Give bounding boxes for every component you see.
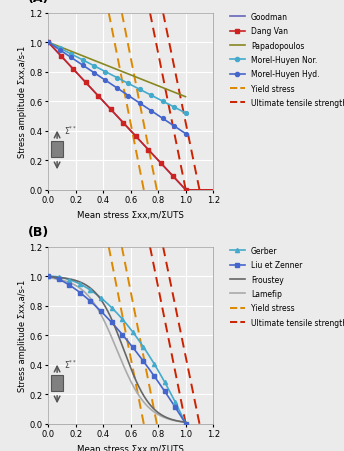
X-axis label: Mean stress Σxx,m/ΣUTS: Mean stress Σxx,m/ΣUTS	[77, 444, 184, 451]
Bar	[51, 375, 63, 391]
Text: $\Sigma^{**}$: $\Sigma^{**}$	[64, 358, 77, 370]
Text: $\Sigma^{**}$: $\Sigma^{**}$	[64, 124, 77, 136]
Text: (A): (A)	[28, 0, 50, 5]
Bar	[51, 142, 63, 158]
X-axis label: Mean stress Σxx,m/ΣUTS: Mean stress Σxx,m/ΣUTS	[77, 211, 184, 220]
Y-axis label: Stress amplitude Σxx,a/s-1: Stress amplitude Σxx,a/s-1	[18, 280, 26, 391]
Y-axis label: Stress amplitude Σxx,a/s-1: Stress amplitude Σxx,a/s-1	[18, 46, 26, 158]
Text: (B): (B)	[28, 225, 50, 238]
Legend: Goodman, Dang Van, Papadopoulos, Morel-Huyen Nor., Morel-Huyen Hyd., Yield stres: Goodman, Dang Van, Papadopoulos, Morel-H…	[226, 10, 344, 111]
Legend: Gerber, Liu et Zenner, Froustey, Lamefip, Yield stress, Ultimate tensile strengt: Gerber, Liu et Zenner, Froustey, Lamefip…	[226, 244, 344, 330]
